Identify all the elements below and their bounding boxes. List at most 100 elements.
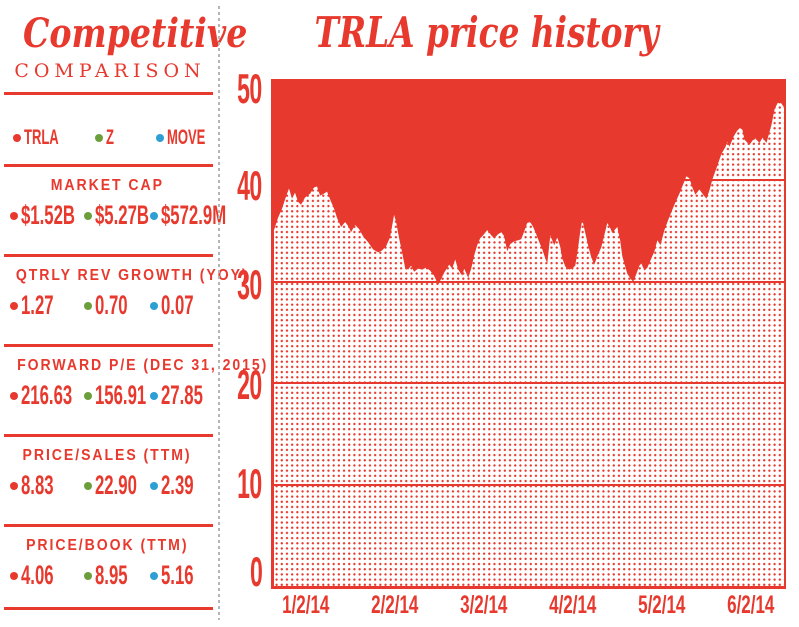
ticker-legend: TRLA Z MOVE bbox=[0, 126, 215, 152]
metric-header-label: QTRLY REV GROWTH (YOY) bbox=[15, 267, 249, 284]
x-axis-label: 6/2/14 bbox=[727, 591, 775, 619]
separator-line bbox=[4, 524, 213, 527]
separator-line bbox=[4, 92, 213, 95]
gridline-30 bbox=[274, 280, 784, 283]
metric-value: 156.91 bbox=[95, 380, 147, 410]
separator-line bbox=[4, 164, 213, 167]
metric-dot-icon bbox=[150, 301, 158, 310]
metric-values-row: 1.27 0.70 0.07 bbox=[0, 290, 215, 320]
y-axis-label-50: 50 bbox=[202, 65, 262, 113]
separator-line bbox=[4, 607, 213, 610]
metric-header: PRICE/BOOK (TTM) bbox=[0, 537, 215, 555]
ticker-label: Z bbox=[106, 126, 114, 149]
metric-value-item: 8.83 bbox=[10, 470, 74, 500]
metric-values-row: 8.83 22.90 2.39 bbox=[0, 470, 215, 500]
metric-value: $572.9M bbox=[161, 200, 227, 230]
metric-dot-icon bbox=[84, 571, 92, 580]
metric-dot-icon bbox=[84, 481, 92, 490]
x-axis-label: 4/2/14 bbox=[549, 591, 597, 619]
metric-value: 8.83 bbox=[21, 470, 54, 500]
ticker-label: TRLA bbox=[24, 126, 59, 149]
y-axis-label-30: 30 bbox=[202, 261, 262, 309]
metric-value: 0.70 bbox=[95, 290, 128, 320]
metric-header-label: PRICE/SALES (TTM) bbox=[22, 447, 193, 464]
y-axis-label-text: 50 bbox=[237, 65, 262, 112]
metric-value: 27.85 bbox=[161, 380, 203, 410]
metric-value-item: 0.70 bbox=[84, 290, 148, 320]
metric-header: PRICE/SALES (TTM) bbox=[0, 447, 215, 465]
metric-value-item: 27.85 bbox=[150, 380, 229, 410]
metric-value: 216.63 bbox=[21, 380, 73, 410]
chart-title: TRLA price history bbox=[314, 8, 660, 57]
metric-value-item: 22.90 bbox=[84, 470, 163, 500]
y-axis-label-text: 0 bbox=[249, 548, 263, 595]
legend-item-z: Z bbox=[95, 126, 119, 152]
metric-dot-icon bbox=[10, 481, 18, 490]
metric-header-label: MARKET CAP bbox=[50, 177, 165, 194]
metric-value-item: $5.27B bbox=[84, 200, 182, 230]
price-area-series bbox=[274, 79, 784, 285]
sidebar-subtitle: COMPARISON bbox=[14, 60, 206, 82]
x-axis: 1/2/14 2/2/14 3/2/14 4/2/14 5/2/14 6/2/14 bbox=[271, 591, 786, 620]
metric-dot-icon bbox=[10, 571, 18, 580]
metric-dot-icon bbox=[150, 211, 158, 220]
metric-header: QTRLY REV GROWTH (YOY) bbox=[0, 267, 247, 285]
metric-dot-icon bbox=[150, 391, 158, 400]
metric-value: 1.27 bbox=[21, 290, 54, 320]
metric-value-item: 2.39 bbox=[150, 470, 214, 500]
sidebar-title: Competitive bbox=[22, 10, 248, 57]
x-axis-label: 2/2/14 bbox=[371, 591, 419, 619]
metric-dot-icon bbox=[84, 301, 92, 310]
metric-value-item: 4.06 bbox=[10, 560, 74, 590]
metric-value-item: $1.52B bbox=[10, 200, 108, 230]
legend-item-trla: TRLA bbox=[13, 126, 80, 152]
y-axis-label-40: 40 bbox=[202, 162, 262, 210]
metric-dot-icon bbox=[10, 301, 18, 310]
x-axis-label: 5/2/14 bbox=[638, 591, 686, 619]
metric-value-item: 156.91 bbox=[84, 380, 178, 410]
metric-value: $5.27B bbox=[95, 200, 149, 230]
metric-header: MARKET CAP bbox=[0, 177, 215, 195]
competitive-comparison-panel: Competitive COMPARISON TRLA Z MOVE MARKET … bbox=[0, 0, 266, 627]
separator-line bbox=[4, 434, 213, 437]
y-axis-label-text: 40 bbox=[237, 162, 262, 210]
metric-header-label: PRICE/BOOK (TTM) bbox=[26, 537, 189, 554]
metric-value: 2.39 bbox=[161, 470, 194, 500]
plot-area bbox=[271, 79, 786, 589]
legend-dot-icon bbox=[95, 134, 103, 142]
y-axis-label-10: 10 bbox=[202, 460, 262, 508]
metric-dot-icon bbox=[84, 211, 92, 220]
metric-dot-icon bbox=[10, 391, 18, 400]
metric-header: FORWARD P/E (DEC 31, 2015) bbox=[0, 357, 266, 375]
ticker-label: MOVE bbox=[167, 126, 206, 149]
y-axis-label-0: 0 bbox=[202, 548, 263, 596]
y-axis-label-20: 20 bbox=[202, 361, 262, 409]
metric-value-item: 8.95 bbox=[84, 560, 148, 590]
metric-value-item: 216.63 bbox=[10, 380, 104, 410]
x-axis-label: 3/2/14 bbox=[460, 591, 508, 619]
metric-value-item: $572.9M bbox=[150, 200, 266, 230]
separator-line bbox=[4, 254, 213, 257]
metric-value: 22.90 bbox=[95, 470, 137, 500]
legend-dot-icon bbox=[156, 134, 164, 142]
metric-value-item: 1.27 bbox=[10, 290, 74, 320]
metric-dot-icon bbox=[84, 391, 92, 400]
metric-values-row: 4.06 8.95 5.16 bbox=[0, 560, 215, 590]
metric-header-label: FORWARD P/E (DEC 31, 2015) bbox=[17, 357, 269, 374]
dashed-divider bbox=[218, 6, 220, 620]
metric-dot-icon bbox=[10, 211, 18, 220]
metric-value: 5.16 bbox=[161, 560, 194, 590]
metric-value-item: 0.07 bbox=[150, 290, 214, 320]
metric-value: 8.95 bbox=[95, 560, 128, 590]
metric-values-row: $1.52B $5.27B $572.9M bbox=[0, 200, 226, 230]
metric-dot-icon bbox=[150, 481, 158, 490]
metric-dot-icon bbox=[150, 571, 158, 580]
y-axis-label-text: 30 bbox=[237, 260, 262, 308]
gridline-10 bbox=[274, 483, 784, 486]
metric-value-item: 5.16 bbox=[150, 560, 214, 590]
y-axis-label-text: 10 bbox=[237, 459, 262, 507]
metric-values-row: 216.63 156.91 27.85 bbox=[0, 380, 215, 410]
legend-item-move: MOVE bbox=[156, 126, 229, 152]
y-axis-label-text: 20 bbox=[237, 361, 262, 409]
